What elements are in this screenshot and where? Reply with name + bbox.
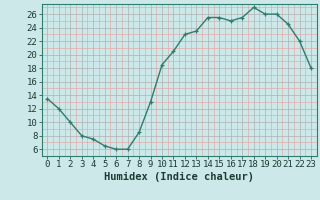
X-axis label: Humidex (Indice chaleur): Humidex (Indice chaleur) xyxy=(104,172,254,182)
